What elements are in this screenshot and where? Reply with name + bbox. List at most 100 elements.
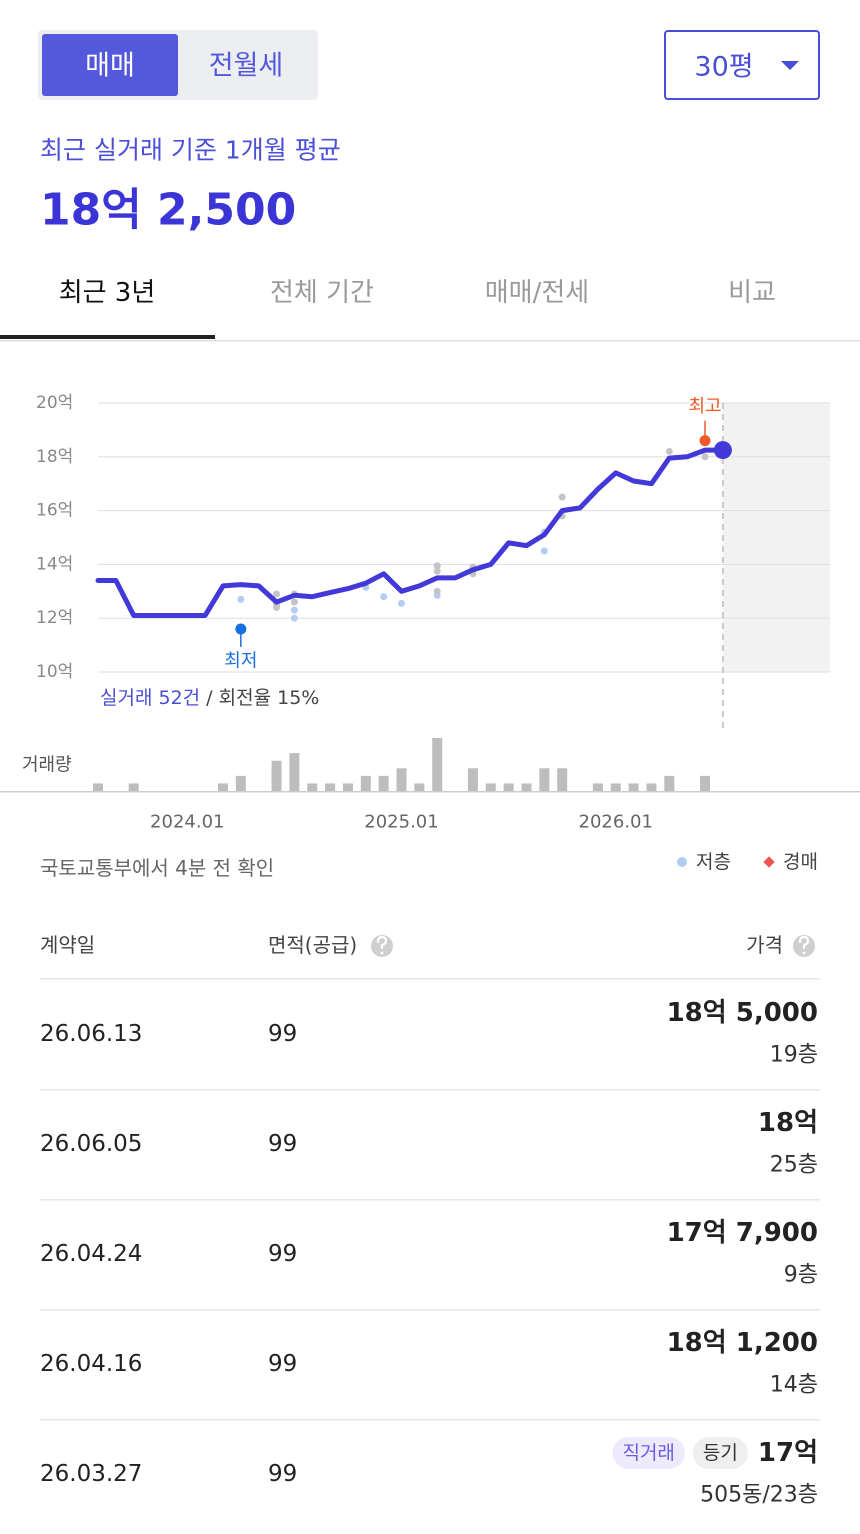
trade-area: 99	[268, 1351, 297, 1377]
trade-date: 26.06.05	[40, 1131, 142, 1157]
tag: 직거래	[612, 1437, 685, 1469]
help-dot	[380, 951, 384, 955]
trade-area: 99	[268, 1021, 297, 1047]
trade-price: 17억 7,900	[667, 1218, 818, 1248]
tab[interactable]: 전체 기간	[270, 278, 374, 308]
volume-bar	[610, 783, 621, 791]
volume-bar	[271, 760, 282, 791]
tag-label: 직거래	[622, 1442, 674, 1464]
tag: 등기	[692, 1437, 748, 1469]
avg-price: 18억 2,500	[40, 185, 296, 236]
volume-bar	[325, 783, 336, 791]
trade-dot	[558, 493, 566, 501]
tab[interactable]: 매매/전세	[485, 278, 589, 308]
header-divider	[40, 978, 820, 980]
legend-label: 경매	[783, 851, 818, 873]
trade-dot	[433, 567, 441, 575]
size-select[interactable]	[664, 30, 820, 100]
toggle-active	[42, 34, 178, 96]
volume-bar	[217, 783, 228, 791]
volume-bar	[646, 783, 657, 791]
volume-bar	[503, 783, 514, 791]
volume-bar	[378, 775, 389, 791]
trade-area: 99	[268, 1131, 297, 1157]
trade-floor: 9층	[784, 1263, 818, 1288]
legend-label: 저층	[696, 851, 731, 873]
trade-date: 26.06.13	[40, 1021, 142, 1047]
trade-dot	[398, 599, 406, 607]
trade-price: 18억 1,200	[667, 1328, 818, 1358]
price-line	[95, 447, 726, 618]
tab[interactable]: 비교	[728, 278, 776, 308]
volume-bar	[700, 775, 711, 791]
help-glyph	[798, 935, 810, 950]
x-tick-label: 2026.01	[579, 812, 653, 833]
volume-bar	[557, 768, 568, 791]
row-divider	[40, 1089, 820, 1091]
trade-dot	[540, 547, 548, 555]
volume-bar	[432, 738, 443, 791]
trade-area: 99	[268, 1241, 297, 1267]
annotation-point	[235, 623, 247, 635]
volume-bar	[93, 783, 103, 791]
trade-date: 26.04.24	[40, 1241, 142, 1267]
trade-dot	[380, 593, 388, 601]
volume-bar	[592, 783, 603, 791]
help-glyph	[376, 935, 388, 950]
trade-dot	[290, 606, 298, 614]
volume-bar	[360, 775, 371, 791]
column-header: 계약일	[40, 933, 95, 957]
trade-price: 18억 5,000	[667, 998, 818, 1028]
trade-price: 17억	[758, 1438, 818, 1468]
x-axis-line	[0, 791, 860, 793]
future-area	[722, 403, 830, 672]
current-point	[713, 441, 732, 460]
annotation-label: 최저	[224, 650, 257, 671]
subtitle: 최근 실거래 기준 1개월 평균	[40, 136, 341, 165]
volume-bar	[539, 768, 550, 791]
x-tick-label: 2025.01	[364, 812, 438, 833]
trade-dot	[433, 562, 441, 570]
volume-label: 거래량	[22, 755, 72, 776]
legend-swatch	[763, 856, 775, 868]
volume-bar	[307, 783, 318, 791]
trade-date: 26.03.27	[40, 1461, 142, 1487]
trade-floor: 505동/23층	[700, 1483, 818, 1508]
tag-bg	[612, 1437, 685, 1469]
toggle-button[interactable]: 매매	[85, 51, 135, 82]
column-header: 가격	[746, 933, 783, 957]
trade-floor: 25층	[770, 1153, 818, 1178]
legend-swatch	[677, 857, 687, 867]
row-divider	[40, 1199, 820, 1201]
annotation-point	[699, 435, 711, 447]
trade-dot	[701, 453, 709, 461]
toggle-button[interactable]: 전월세	[209, 51, 284, 82]
trade-dot	[290, 598, 298, 606]
trade-count: 실거래 52건	[100, 687, 200, 709]
volume-bar	[235, 775, 246, 791]
y-tick-label: 10억	[36, 662, 73, 682]
trade-floor: 14층	[770, 1373, 818, 1398]
trade-dot	[665, 447, 673, 455]
data-source: 국토교통부에서 4분 전 확인	[40, 856, 274, 880]
trade-floor: 19층	[770, 1043, 818, 1068]
size-select-label: 30평	[694, 52, 753, 83]
tab-divider	[0, 340, 860, 342]
tag-bg	[692, 1437, 748, 1469]
volume-bar	[414, 783, 425, 791]
tab-underline	[0, 335, 215, 339]
trade-dot	[237, 595, 245, 603]
x-tick-label: 2024.01	[150, 812, 224, 833]
trade-area: 99	[268, 1461, 297, 1487]
help-dot	[802, 951, 806, 955]
volume-bar	[467, 768, 478, 791]
trade-price: 18억	[758, 1108, 818, 1138]
trade-summary: 실거래 52건 / 회전율 15%	[100, 687, 319, 709]
y-tick-label: 18억	[36, 447, 73, 467]
volume-bar	[485, 783, 496, 791]
y-tick-label: 12억	[36, 608, 73, 628]
volume-bar	[521, 783, 532, 791]
tab[interactable]: 최근 3년	[59, 278, 156, 308]
volume-bar	[289, 753, 300, 791]
y-tick-label: 20억	[36, 393, 73, 413]
